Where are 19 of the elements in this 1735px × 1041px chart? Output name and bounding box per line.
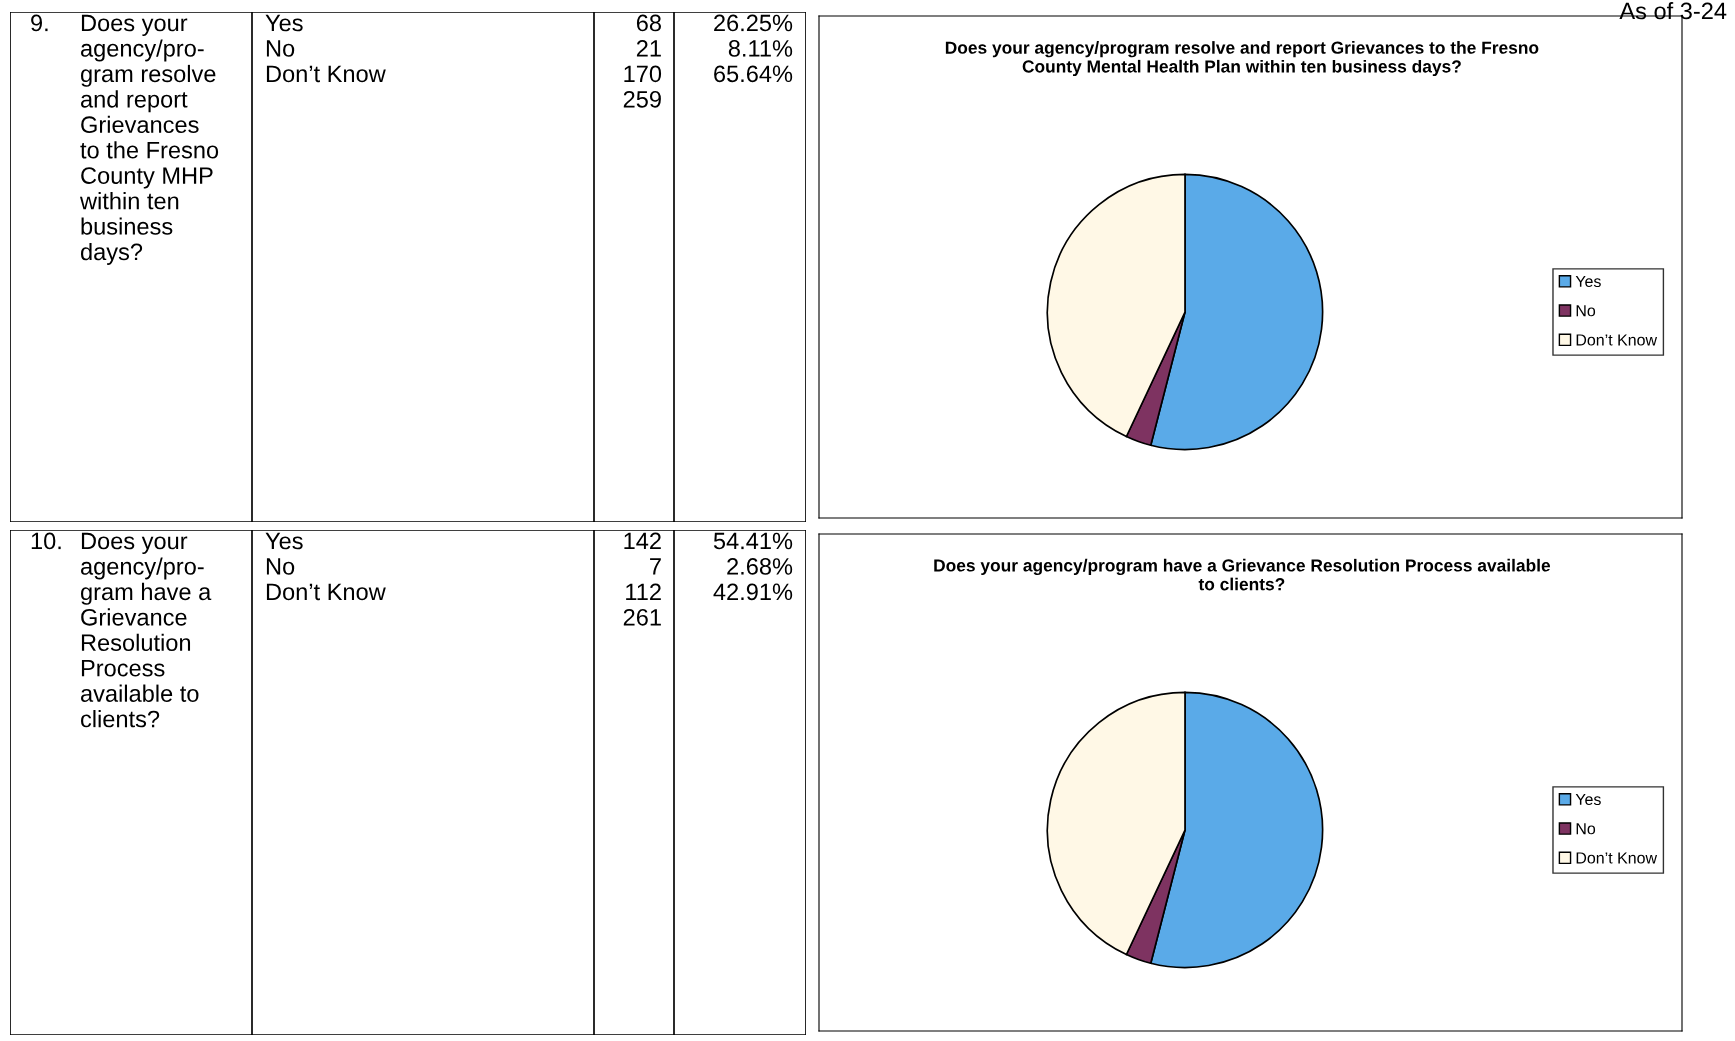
text: As of 3-24 <box>1619 2 1727 20</box>
text: Does your agency/pro- gram have a Grievance Resolution Process available to clients? <box>80 532 212 728</box>
text: Does your agency/pro- gram resolve and report Grievances to the Fresno County MHP within ten business days? <box>79 14 219 265</box>
legend-label: Yes <box>1575 275 1601 288</box>
chart-title: Does your agency/program have a Grievance Resolution Process available to clients? <box>934 558 1551 591</box>
text: 10. <box>31 532 61 550</box>
text: 54.41% 2.68% 42.91% <box>713 532 793 601</box>
text: 142 7 112 261 <box>623 532 661 626</box>
legend-label: Don’t Know <box>1576 852 1658 864</box>
text: 9. <box>31 14 48 32</box>
text: 26.25% 8.11% 65.64% <box>714 14 793 83</box>
text: Yes No Don’t Know <box>265 14 386 83</box>
legend-label: No <box>1576 305 1596 317</box>
text: Yes No Don’t Know <box>265 532 386 601</box>
text: 68 21 170 259 <box>623 14 662 108</box>
legend-label: Yes <box>1575 793 1601 806</box>
chart-title: Does your agency/program resolve and report Grievances to the Fresno County Mental Health Plan within ten business days? <box>945 41 1539 77</box>
legend-label: Don’t Know <box>1576 334 1658 346</box>
legend-label: No <box>1576 823 1596 835</box>
